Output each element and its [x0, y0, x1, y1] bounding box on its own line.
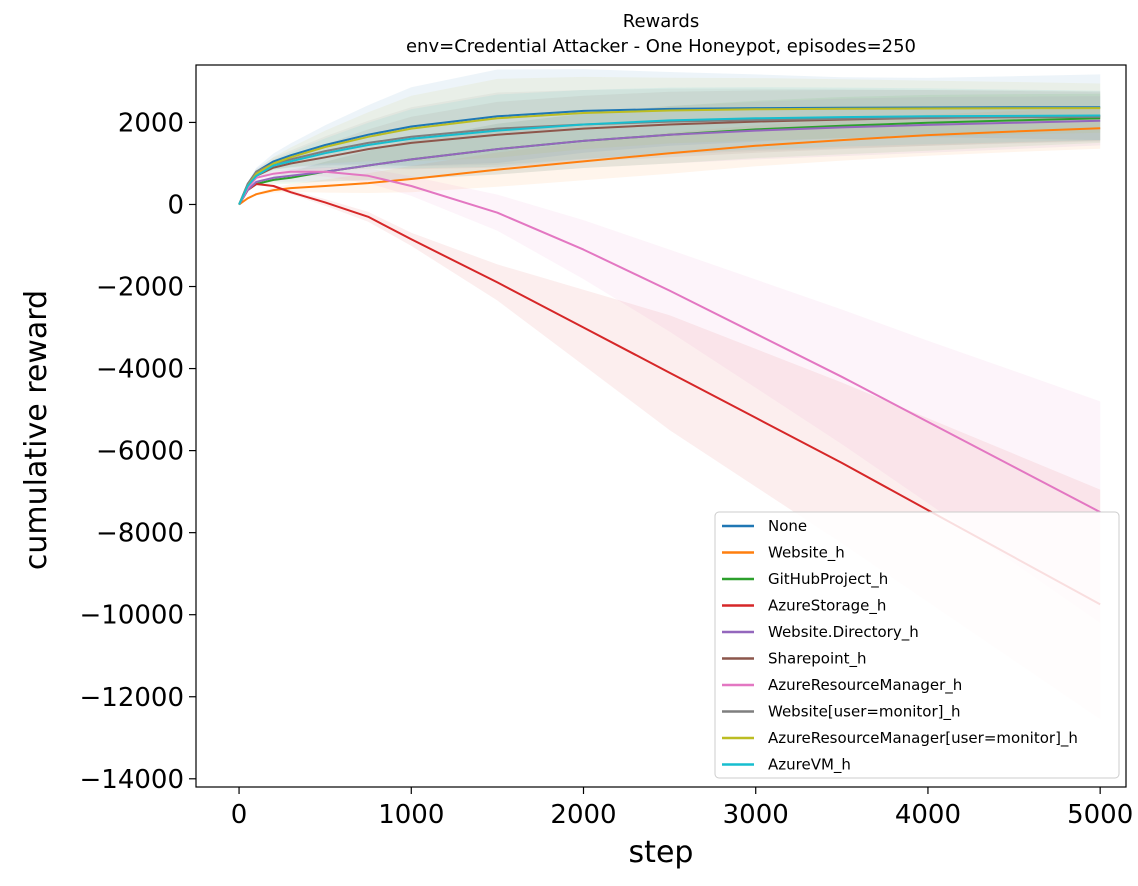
chart-title: Rewards	[623, 11, 699, 32]
y-tick-label: 2000	[118, 108, 184, 138]
x-axis-ticks: 0 1000 2000 3000 4000 5000	[231, 787, 1133, 830]
band-githubproject-h	[239, 93, 1101, 205]
line-azureresourcemanager-user-monitor-h	[238, 107, 1101, 205]
legend-label-azureresourcemanager-h: AzureResourceManager_h	[768, 676, 962, 695]
series-lines	[238, 106, 1101, 606]
band-none	[239, 69, 1101, 205]
legend-label-none: None	[768, 517, 807, 535]
legend: None Website_h GitHubProject_h AzureStorage…	[714, 511, 1120, 779]
band-azurestorage-h	[239, 183, 1101, 720]
legend-label-azureresourcemanager-user-monitor-h: AzureResourceManager[user=monitor]_h	[768, 729, 1078, 748]
y-tick-label: −12000	[80, 683, 185, 713]
y-tick-label: −8000	[96, 519, 184, 549]
y-tick-label: −14000	[80, 765, 185, 795]
y-axis-ticks: 2000 0 −2000 −4000 −6000 −8000 −10000 −12000 −14…	[80, 108, 196, 795]
x-tick-label: 5000	[1067, 800, 1133, 830]
band-website-h	[239, 107, 1101, 205]
x-tick-label: 3000	[723, 800, 789, 830]
chart-subtitle: env=Credential Attacker - One Honeypot, …	[406, 36, 916, 57]
y-tick-label: −6000	[96, 437, 184, 467]
y-tick-label: −2000	[96, 273, 184, 303]
legend-box	[714, 511, 1120, 779]
legend-label-sharepoint-h: Sharepoint_h	[768, 650, 867, 669]
x-tick-label: 4000	[895, 800, 961, 830]
y-tick-label: 0	[167, 190, 184, 220]
x-tick-label: 1000	[378, 800, 444, 830]
y-tick-label: −10000	[80, 601, 185, 631]
x-tick-label: 0	[231, 800, 248, 830]
x-axis-label: step	[629, 835, 694, 870]
x-tick-label: 2000	[550, 800, 616, 830]
y-axis-label: cumulative reward	[19, 290, 54, 570]
legend-label-website-h: Website_h	[768, 544, 845, 563]
legend-label-azurevm-h: AzureVM_h	[768, 756, 851, 775]
line-website-directory-h	[238, 119, 1101, 206]
plot-area-frame	[195, 64, 1127, 788]
line-website-h	[238, 127, 1101, 206]
legend-items: None Website_h GitHubProject_h AzureStorage…	[722, 517, 1078, 775]
line-azureresourcemanager-h	[238, 170, 1101, 513]
y-tick-label: −4000	[96, 355, 184, 385]
legend-label-website-user-monitor-h: Website[user=monitor]_h	[768, 703, 960, 722]
band-azureresourcemanager-h	[239, 166, 1101, 623]
legend-label-githubproject-h: GitHubProject_h	[768, 570, 888, 589]
line-azurevm-h	[238, 114, 1101, 205]
line-azurestorage-h	[238, 183, 1101, 606]
legend-label-website-directory-h: Website.Directory_h	[768, 623, 919, 642]
legend-label-azurestorage-h: AzureStorage_h	[768, 597, 886, 616]
